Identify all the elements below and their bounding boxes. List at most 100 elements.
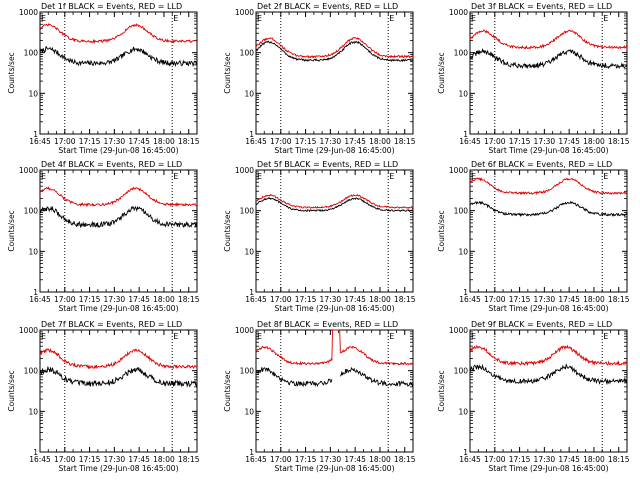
x-tick-label: 17:00	[484, 295, 506, 304]
x-tick-label: 16:45	[459, 455, 481, 464]
x-tick-label: 18:15	[178, 137, 200, 146]
y-tick-label: 1000	[19, 166, 38, 175]
panel-det7f: Det 7f BLACK = Events, RED = LLD 1 10 100 10…	[7, 320, 200, 473]
x-tick-label: 18:15	[394, 137, 416, 146]
x-tick-label: 18:00	[369, 295, 391, 304]
series-line-lld	[255, 193, 414, 209]
y-tick-label: 10	[28, 247, 38, 256]
event-marker-label: E	[471, 14, 476, 23]
event-marker-label: E	[173, 14, 178, 23]
y-tick-label: 100	[24, 207, 39, 216]
x-tick-label: 17:15	[509, 137, 531, 146]
panel-title: Det 5f BLACK = Events, RED = LLD	[257, 160, 398, 169]
x-tick-label: 17:45	[558, 137, 580, 146]
x-tick-label: 17:00	[54, 455, 76, 464]
x-tick-label: 18:00	[583, 455, 605, 464]
series-line-lld	[39, 22, 198, 45]
x-tick-label: 17:45	[128, 137, 150, 146]
y-tick-label: 10	[244, 407, 254, 416]
x-tick-label: 17:30	[104, 455, 126, 464]
y-axis-label: Counts/sec	[437, 210, 446, 251]
x-tick-label: 17:00	[54, 137, 76, 146]
x-tick-label: 18:00	[153, 137, 175, 146]
x-tick-label: 16:45	[245, 137, 267, 146]
event-marker-label: E	[41, 14, 46, 23]
plot-frame	[255, 11, 414, 135]
panel-title: Det 3f BLACK = Events, RED = LLD	[471, 2, 612, 11]
y-tick-label: 1000	[449, 166, 468, 175]
x-tick-label: 17:45	[558, 295, 580, 304]
series-line-lld	[39, 186, 198, 208]
y-tick-label: 10	[28, 89, 38, 98]
x-tick-label: 16:45	[29, 295, 51, 304]
x-tick-label: 17:30	[534, 295, 556, 304]
y-tick-label: 10	[244, 89, 254, 98]
y-tick-label: 1	[249, 130, 254, 139]
panel-det6f: Det 6f BLACK = Events, RED = LLD 1 10 100 10…	[437, 160, 630, 313]
x-tick-label: 17:15	[509, 295, 531, 304]
x-tick-label: 17:30	[320, 295, 342, 304]
x-tick-label: 17:15	[509, 455, 531, 464]
event-marker-label: E	[41, 332, 46, 341]
y-tick-label: 100	[454, 367, 469, 376]
y-tick-label: 1	[33, 130, 38, 139]
event-marker-label: E	[471, 332, 476, 341]
x-tick-label: 16:45	[459, 295, 481, 304]
x-tick-label: 17:30	[320, 137, 342, 146]
x-tick-label: 17:00	[270, 455, 292, 464]
plot-frame	[39, 329, 198, 453]
y-tick-label: 1	[249, 288, 254, 297]
y-tick-label: 1000	[235, 166, 254, 175]
y-axis-label: Counts/sec	[437, 370, 446, 411]
event-marker-label: E	[389, 14, 394, 23]
x-tick-label: 18:00	[369, 137, 391, 146]
y-axis-label: Counts/sec	[7, 52, 16, 93]
x-tick-label: 16:45	[245, 455, 267, 464]
y-tick-label: 10	[458, 407, 468, 416]
plot-frame	[39, 11, 198, 135]
x-tick-label: 17:15	[295, 137, 317, 146]
plot-frame	[469, 329, 628, 453]
x-tick-label: 17:30	[534, 137, 556, 146]
x-tick-label: 17:00	[54, 295, 76, 304]
x-tick-label: 17:00	[484, 455, 506, 464]
event-marker-label: E	[471, 172, 476, 181]
x-tick-label: 17:45	[558, 455, 580, 464]
panel-det4f: Det 4f BLACK = Events, RED = LLD 1 10 100 10…	[7, 160, 200, 313]
series-line-events	[255, 40, 414, 63]
x-axis-label: Start Time (29-Jun-08 16:45:00)	[489, 464, 609, 473]
x-tick-label: 17:45	[344, 455, 366, 464]
event-marker-label: E	[389, 172, 394, 181]
y-axis-label: Counts/sec	[223, 210, 232, 251]
x-tick-label: 16:45	[29, 455, 51, 464]
x-tick-label: 18:00	[153, 455, 175, 464]
series-line-lld	[469, 176, 628, 196]
y-tick-label: 1	[249, 448, 254, 457]
x-tick-label: 18:00	[369, 455, 391, 464]
panel-title: Det 2f BLACK = Events, RED = LLD	[257, 2, 398, 11]
plot-frame	[255, 169, 414, 293]
x-tick-label: 18:15	[178, 455, 200, 464]
x-tick-label: 18:15	[608, 137, 630, 146]
event-marker-label: E	[257, 332, 262, 341]
series-line-events	[39, 46, 198, 68]
event-marker-label: E	[257, 172, 262, 181]
x-tick-label: 17:00	[270, 295, 292, 304]
x-tick-label: 17:00	[270, 137, 292, 146]
x-tick-label: 17:15	[79, 295, 101, 304]
x-axis-label: Start Time (29-Jun-08 16:45:00)	[59, 146, 179, 155]
x-axis-label: Start Time (29-Jun-08 16:45:00)	[59, 464, 179, 473]
x-tick-label: 17:15	[295, 295, 317, 304]
x-tick-label: 17:45	[128, 455, 150, 464]
panel-title: Det 9f BLACK = Events, RED = LLD	[471, 320, 612, 329]
y-tick-label: 1	[463, 448, 468, 457]
x-tick-label: 17:30	[104, 137, 126, 146]
y-tick-label: 100	[454, 207, 469, 216]
y-tick-label: 1000	[449, 8, 468, 17]
x-tick-label: 17:45	[344, 137, 366, 146]
x-tick-label: 17:00	[484, 137, 506, 146]
plot-frame	[469, 169, 628, 293]
x-tick-label: 17:15	[79, 455, 101, 464]
panel-det5f: Det 5f BLACK = Events, RED = LLD 1 10 100 10…	[223, 160, 416, 313]
panel-title: Det 8f BLACK = Events, RED = LLD	[257, 320, 398, 329]
